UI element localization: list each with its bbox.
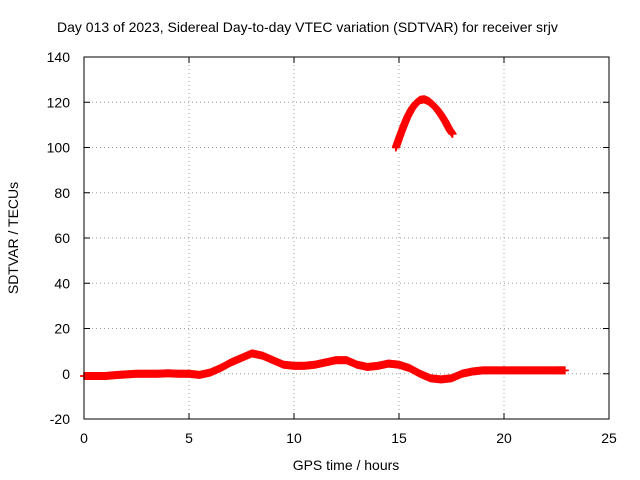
x-tick-labels: 0 5 10 15 20 25	[80, 430, 617, 446]
y-tick-label: 120	[47, 94, 71, 110]
x-tick-label: 5	[185, 430, 193, 446]
x-tick-label: 15	[391, 430, 407, 446]
x-tick-label: 20	[496, 430, 512, 446]
plot-frame	[83, 56, 610, 420]
y-tick-labels: -20 0 20 40 60 80 100 120 140	[47, 49, 71, 427]
y-tick-label: -20	[50, 411, 70, 427]
y-tick-label: 20	[54, 321, 70, 337]
y-tick-label: 100	[47, 140, 71, 156]
y-tick-label: 0	[62, 366, 70, 382]
grid	[84, 57, 609, 419]
x-tick-label: 0	[80, 430, 88, 446]
axis-ticks	[83, 56, 610, 420]
x-tick-label: 10	[286, 430, 302, 446]
data-point	[448, 129, 457, 138]
y-axis-label: SDTVAR / TECUs	[5, 182, 21, 294]
data-points	[80, 95, 569, 384]
y-tick-label: 80	[54, 185, 70, 201]
x-axis-label: GPS time / hours	[293, 457, 400, 473]
y-tick-label: 60	[54, 230, 70, 246]
chart-title: Day 013 of 2023, Sidereal Day-to-day VTE…	[57, 19, 558, 35]
y-tick-label: 40	[54, 275, 70, 291]
data-point	[560, 366, 569, 375]
x-tick-label: 25	[601, 430, 617, 446]
y-tick-label: 140	[47, 49, 71, 65]
